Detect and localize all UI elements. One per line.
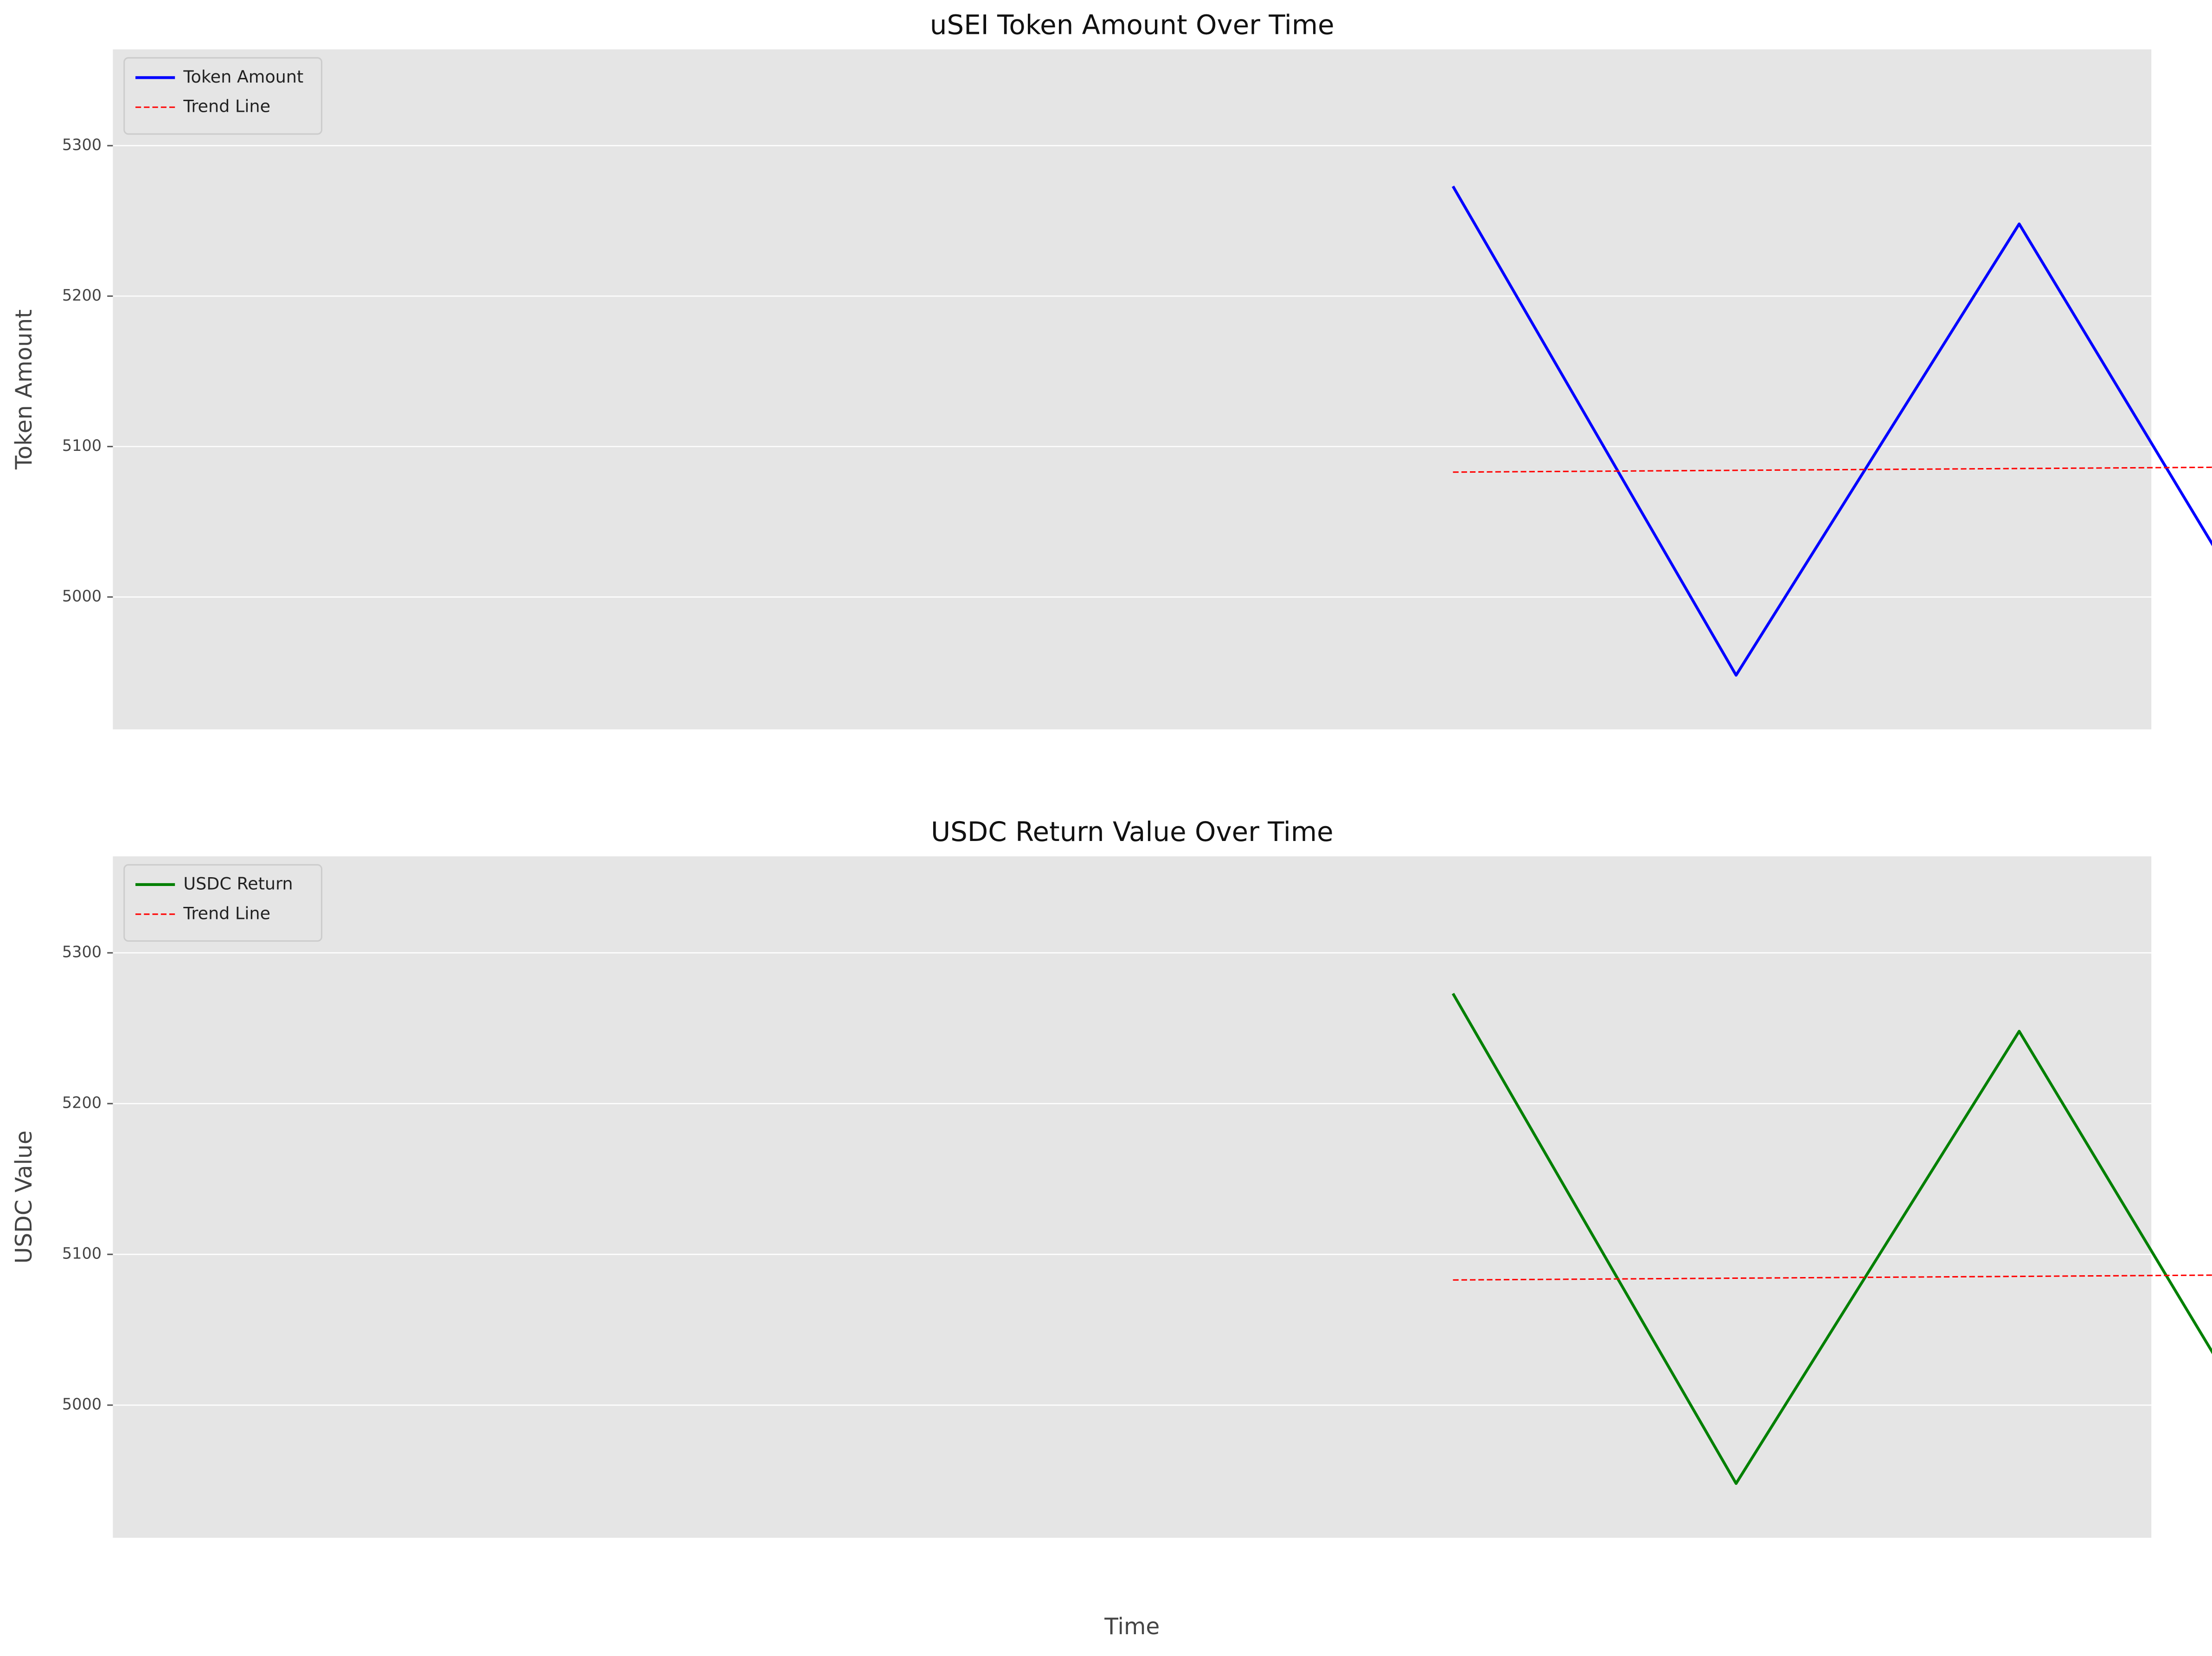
legend-label: USDC Return <box>183 873 293 893</box>
legend: USDC Return Trend Line <box>123 864 323 942</box>
chart-title: USDC Return Value Over Time <box>931 816 1334 847</box>
y-axis-label: Token Amount <box>11 309 37 470</box>
y-tick-label: 5300 <box>62 943 102 961</box>
legend: Token Amount Trend Line <box>123 57 323 135</box>
legend-label: Trend Line <box>183 903 270 923</box>
plot-area <box>113 49 2152 730</box>
y-tick-label: 5300 <box>62 136 102 154</box>
chart-title: uSEI Token Amount Over Time <box>930 9 1334 40</box>
legend-label: Trend Line <box>183 96 270 116</box>
legend-label: Token Amount <box>183 67 303 87</box>
y-tick-label: 5000 <box>62 1395 102 1413</box>
y-tick-label: 5100 <box>62 1245 102 1263</box>
y-axis-label: USDC Value <box>11 1130 37 1264</box>
y-tick-label: 5000 <box>62 587 102 605</box>
x-axis-label: Time <box>1104 1614 1160 1640</box>
y-tick-label: 5200 <box>62 1094 102 1112</box>
plot-area <box>113 856 2152 1538</box>
y-tick-label: 5100 <box>62 436 102 455</box>
y-tick-label: 5200 <box>62 286 102 304</box>
